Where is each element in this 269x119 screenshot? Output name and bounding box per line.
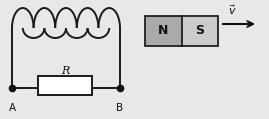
Text: S: S [195, 25, 204, 37]
Bar [38, 76, 92, 95]
Text: N: N [158, 25, 168, 37]
Text: $\vec{v}$: $\vec{v}$ [228, 3, 236, 17]
Bar [145, 16, 182, 46]
Text: A: A [8, 103, 16, 113]
Text: R: R [61, 66, 69, 76]
Bar [145, 16, 218, 46]
Bar [145, 16, 218, 46]
Text: B: B [116, 103, 123, 113]
